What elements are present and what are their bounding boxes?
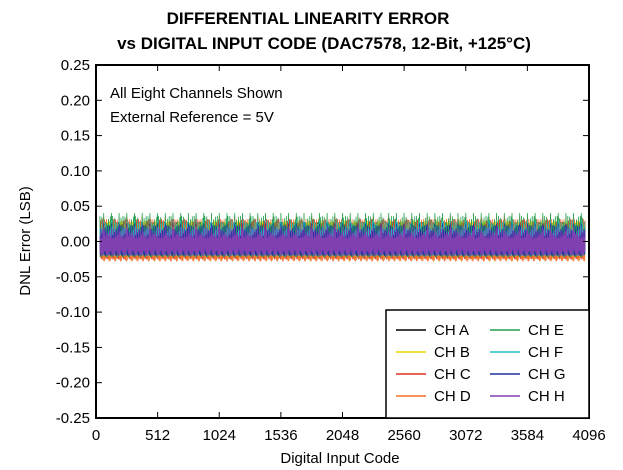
legend-label-ch-c: CH C bbox=[434, 366, 471, 383]
y-tick-label: 0.00 bbox=[61, 234, 90, 251]
y-tick-label: -0.10 bbox=[56, 304, 90, 321]
chart-title: DIFFERENTIAL LINEARITY ERROR bbox=[167, 9, 450, 28]
legend-box bbox=[385, 309, 590, 419]
x-tick-label: 3584 bbox=[511, 427, 544, 444]
x-tick-label: 512 bbox=[145, 427, 170, 444]
x-axis-label: Digital Input Code bbox=[280, 450, 399, 467]
y-tick-label: 0.20 bbox=[61, 92, 90, 109]
y-tick-label: -0.05 bbox=[56, 269, 90, 286]
y-tick-label: 0.10 bbox=[61, 163, 90, 180]
x-tick-label: 0 bbox=[92, 427, 100, 444]
x-tick-label: 2560 bbox=[387, 427, 420, 444]
annotation-box: All Eight Channels Shown External Refere… bbox=[100, 70, 345, 132]
x-tick-label: 4096 bbox=[572, 427, 605, 444]
legend-label-ch-d: CH D bbox=[434, 388, 471, 405]
y-tick-label: 0.05 bbox=[61, 198, 90, 215]
annotation-channels: All Eight Channels Shown bbox=[110, 85, 283, 102]
y-axis: 0.25 0.20 0.15 0.10 0.05 0.00 -0.05 -0.10 -0.15 -… bbox=[56, 57, 589, 427]
legend-label-ch-g: CH G bbox=[528, 366, 566, 383]
legend-label-ch-h: CH H bbox=[528, 388, 565, 405]
annotation-reference: External Reference = 5V bbox=[110, 109, 274, 126]
plot-area bbox=[96, 212, 589, 262]
y-tick-label: 0.15 bbox=[61, 128, 90, 145]
legend-label-ch-b: CH B bbox=[434, 344, 470, 361]
y-tick-label: 0.25 bbox=[61, 57, 90, 74]
y-axis-label: DNL Error (LSB) bbox=[17, 186, 34, 295]
x-tick-label: 1536 bbox=[264, 427, 297, 444]
y-tick-label: -0.20 bbox=[56, 375, 90, 392]
chart-subtitle: vs DIGITAL INPUT CODE (DAC7578, 12-Bit, … bbox=[117, 34, 531, 53]
series-line-ch-f bbox=[99, 219, 586, 256]
y-tick-label: -0.15 bbox=[56, 339, 90, 356]
series-line-ch-h bbox=[99, 227, 586, 256]
y-tick-label: -0.25 bbox=[56, 410, 90, 427]
series-line-ch-e bbox=[99, 212, 586, 258]
legend-label-ch-a: CH A bbox=[434, 322, 469, 339]
x-tick-label: 1024 bbox=[203, 427, 236, 444]
legend-label-ch-f: CH F bbox=[528, 344, 563, 361]
legend-label-ch-e: CH E bbox=[528, 322, 564, 339]
series-line-ch-g bbox=[99, 223, 586, 256]
x-tick-label: 2048 bbox=[326, 427, 359, 444]
x-tick-label: 3072 bbox=[449, 427, 482, 444]
legend: CH A CH B CH C CH D CH E CH F CH G CH H bbox=[385, 309, 590, 419]
